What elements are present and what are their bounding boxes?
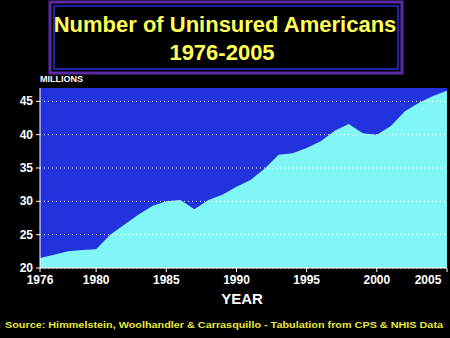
y-tick <box>36 134 40 135</box>
x-tick <box>40 268 41 272</box>
background <box>0 0 450 338</box>
y-tick-label: 30 <box>20 194 34 208</box>
grid-line <box>40 201 447 202</box>
y-tick <box>36 234 40 235</box>
y-tick <box>36 168 40 169</box>
grid-line <box>40 168 447 169</box>
plot-area <box>40 88 447 268</box>
y-tick-label: 45 <box>20 94 34 108</box>
chart: Number of Uninsured Americans 1976-2005 20… <box>0 0 450 338</box>
title-box <box>50 2 402 73</box>
y-tick <box>36 101 40 102</box>
source: Source: Himmelstein, Woolhandler & Carra… <box>5 320 444 330</box>
x-tick-label: 1990 <box>223 273 250 287</box>
grid-line <box>40 101 447 102</box>
grid-line <box>40 268 447 269</box>
x-tick-label: 1985 <box>153 273 180 287</box>
area <box>40 91 447 268</box>
title: Number of Uninsured Americans <box>54 12 397 37</box>
y-tick-label: 40 <box>20 128 34 142</box>
grid-line <box>40 234 447 235</box>
marks <box>40 91 447 268</box>
x-tick <box>166 268 167 272</box>
title-box-inner <box>54 6 398 69</box>
x-axis-label: YEAR <box>221 290 263 307</box>
y-tick-label: 25 <box>20 228 34 242</box>
x-tick <box>306 268 307 272</box>
x-tick <box>236 268 237 272</box>
y-tick <box>36 268 40 269</box>
y-axis <box>40 88 41 268</box>
subtitle: 1976-2005 <box>169 40 274 65</box>
y-tick-label: 35 <box>20 161 34 175</box>
y-axis-label: MILLIONS <box>40 74 83 84</box>
grid-line <box>40 134 447 135</box>
x-tick-label: 1980 <box>83 273 110 287</box>
x-tick-label: 1995 <box>293 273 320 287</box>
x-tick-label: 1976 <box>27 273 54 287</box>
x-tick <box>447 268 448 272</box>
x-tick <box>96 268 97 272</box>
x-tick-label: 2005 <box>415 273 442 287</box>
x-tick <box>376 268 377 272</box>
y-tick <box>36 201 40 202</box>
x-axis <box>40 268 447 269</box>
x-tick-label: 2000 <box>363 273 390 287</box>
